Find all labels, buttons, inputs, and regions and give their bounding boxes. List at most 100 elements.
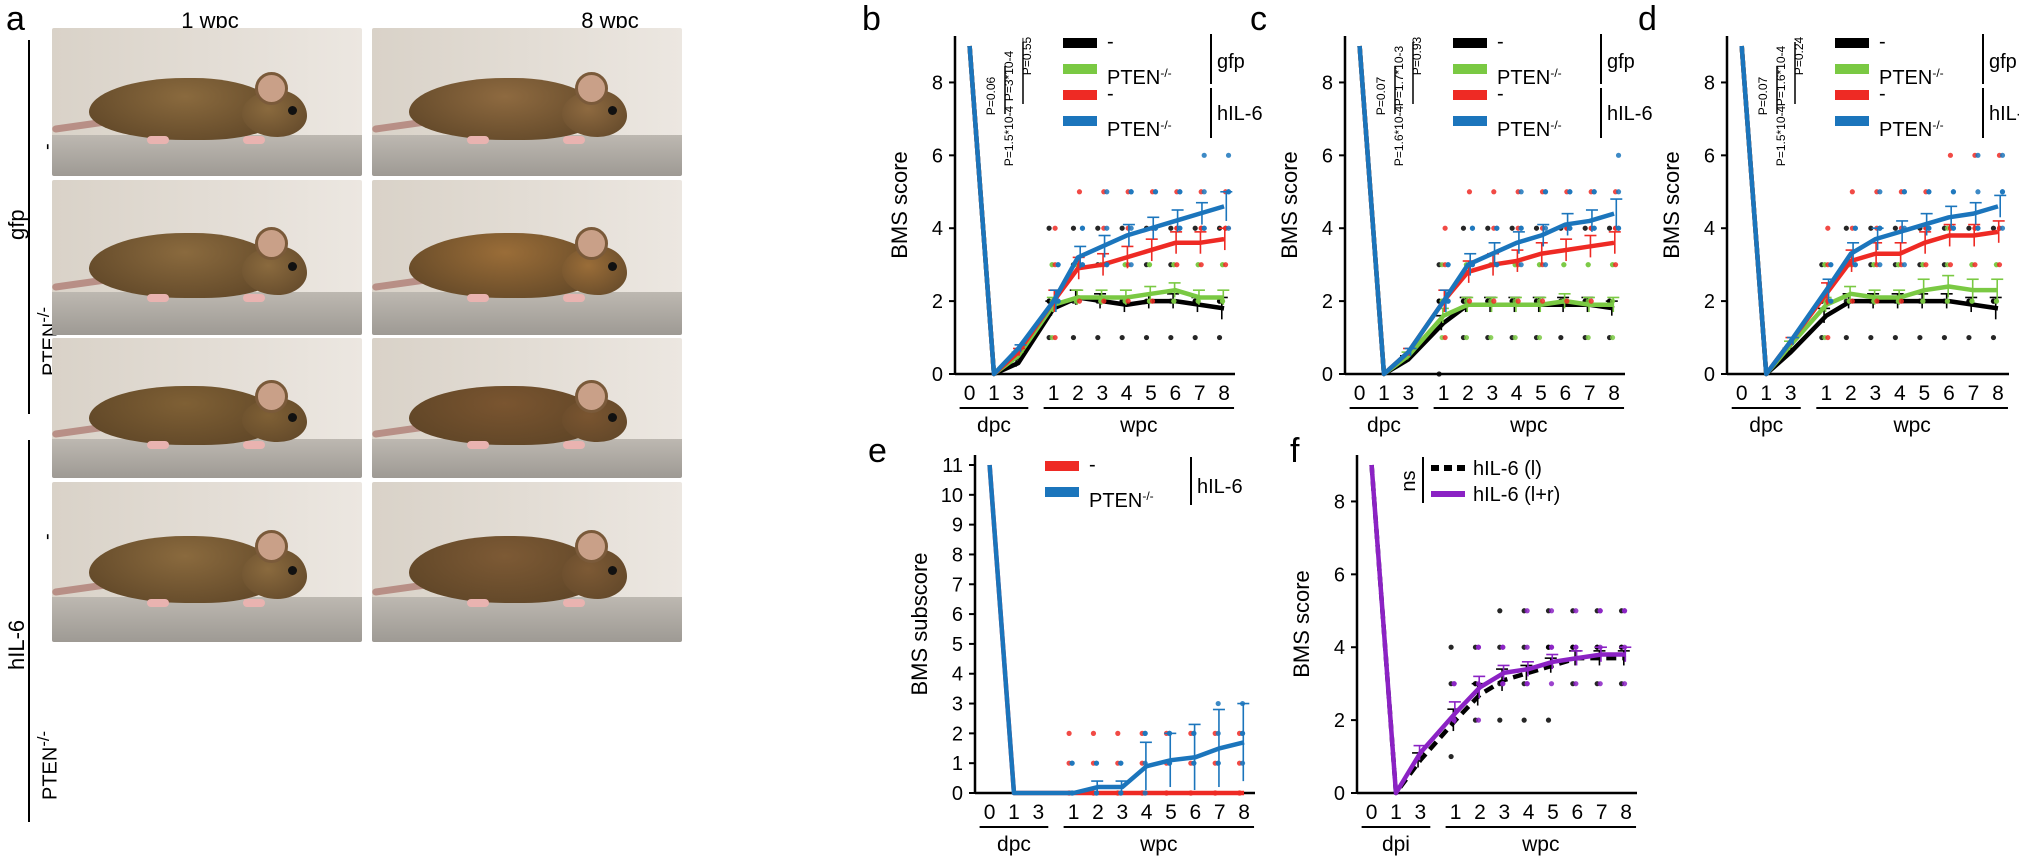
series-line [1357,45,1615,377]
data-dot [1201,152,1207,158]
data-dot [1990,225,1997,231]
x-tick-label: 6 [1190,801,1202,824]
data-dot [1472,681,1479,687]
data-dot [1892,298,1898,304]
y-tick-label: 0 [952,783,963,805]
data-dot [1466,262,1473,268]
y-tick-label: 7 [952,574,963,596]
data-dot [1485,298,1491,304]
data-dot [1439,298,1445,304]
data-dot [1069,790,1075,796]
data-dot [1877,262,1883,268]
data-dot [1923,262,1929,268]
x-tick-label: 2 [1474,801,1486,824]
x-tick-label: 3 [1785,382,1797,405]
data-dot [1975,152,1981,158]
x-tick-label: 1 [1068,801,1080,824]
data-dot [1536,262,1543,268]
x-tick-label: 7 [1968,382,1980,405]
data-dot [1852,225,1858,231]
data-dot [1174,262,1180,268]
x-tick-label: 3 [1012,382,1024,405]
data-dot [1548,644,1555,650]
data-dot [1463,298,1470,304]
y-tick-label: 4 [932,218,943,240]
mouse-photo [52,482,362,642]
data-dot [1497,608,1503,614]
x-tick-label: 4 [1511,382,1523,405]
data-dot [1177,189,1183,195]
data-dot [1436,298,1442,304]
series-line [1739,45,1998,377]
data-dot [1606,298,1613,304]
data-dot [1990,298,1997,304]
data-dot [1448,644,1454,650]
data-dot [1594,644,1600,650]
y-axis-label: BMS score [887,151,912,259]
data-dot [1852,262,1858,268]
x-group-label: wpc [1509,414,1547,437]
panel-letter-f: f [1290,432,1300,470]
x-tick-label: 6 [1572,801,1584,824]
data-dot [1895,298,1901,304]
data-dot [1993,298,2000,304]
data-dot [1950,189,1957,195]
data-dot [1500,681,1506,687]
data-dot [1171,262,1177,268]
data-dot [1163,760,1170,766]
data-dot [1139,730,1145,736]
legend-label: PTEN-/- [1107,118,1172,141]
data-dot [1488,262,1494,268]
data-dot [1533,298,1540,304]
data-dot [1999,189,2006,195]
data-dot [1950,225,1957,231]
y-tick-label: 6 [1334,564,1345,586]
legend-label: PTEN-/- [1107,66,1172,89]
y-axis-label: BMS score [1289,570,1314,678]
x-tick-label: 0 [1736,382,1748,405]
x-tick-label: 1 [1008,801,1020,824]
data-dot [1201,189,1207,195]
data-dot [1509,298,1515,304]
legend-swatch [1453,90,1487,100]
p-value-label: P=1.5*10-4 [1774,105,1788,166]
x-tick-label: 1 [1760,382,1772,405]
data-dot [1950,225,1957,231]
data-dot [1090,760,1097,766]
y-tick-label: 0 [1334,783,1345,805]
data-dot [1442,262,1448,268]
x-tick-label: 1 [988,382,1000,405]
data-dot [1533,334,1540,341]
data-dot [1558,298,1564,304]
data-dot [1101,262,1107,268]
data-dot [1098,262,1104,268]
legend-swatch [1835,38,1869,48]
data-dot [1990,298,1997,304]
data-dot [1849,189,1855,195]
data-dot [1125,262,1131,268]
data-dot [1436,371,1442,377]
data-dot [1920,262,1926,268]
data-dot [1055,262,1061,268]
data-dot [1174,189,1180,195]
data-dot [1871,262,1877,268]
data-dot [1615,225,1622,231]
legend-label: - [1107,31,1114,53]
data-dot [1828,298,1834,304]
data-dot [1192,225,1198,231]
data-dot [1066,730,1072,736]
data-dot [1615,189,1622,195]
data-dot [1101,225,1107,231]
data-dot [1460,334,1467,341]
data-dot [1095,298,1101,304]
x-group-label: dpi [1382,833,1410,856]
data-dot [1573,608,1579,614]
mouse-figure [372,180,682,335]
data-dot [1941,298,1948,304]
data-dot [1564,189,1570,195]
data-dot [1868,298,1874,304]
data-dot [1191,730,1197,736]
data-dot [1901,262,1907,268]
data-dot [1609,262,1616,268]
data-dot [1215,730,1221,736]
